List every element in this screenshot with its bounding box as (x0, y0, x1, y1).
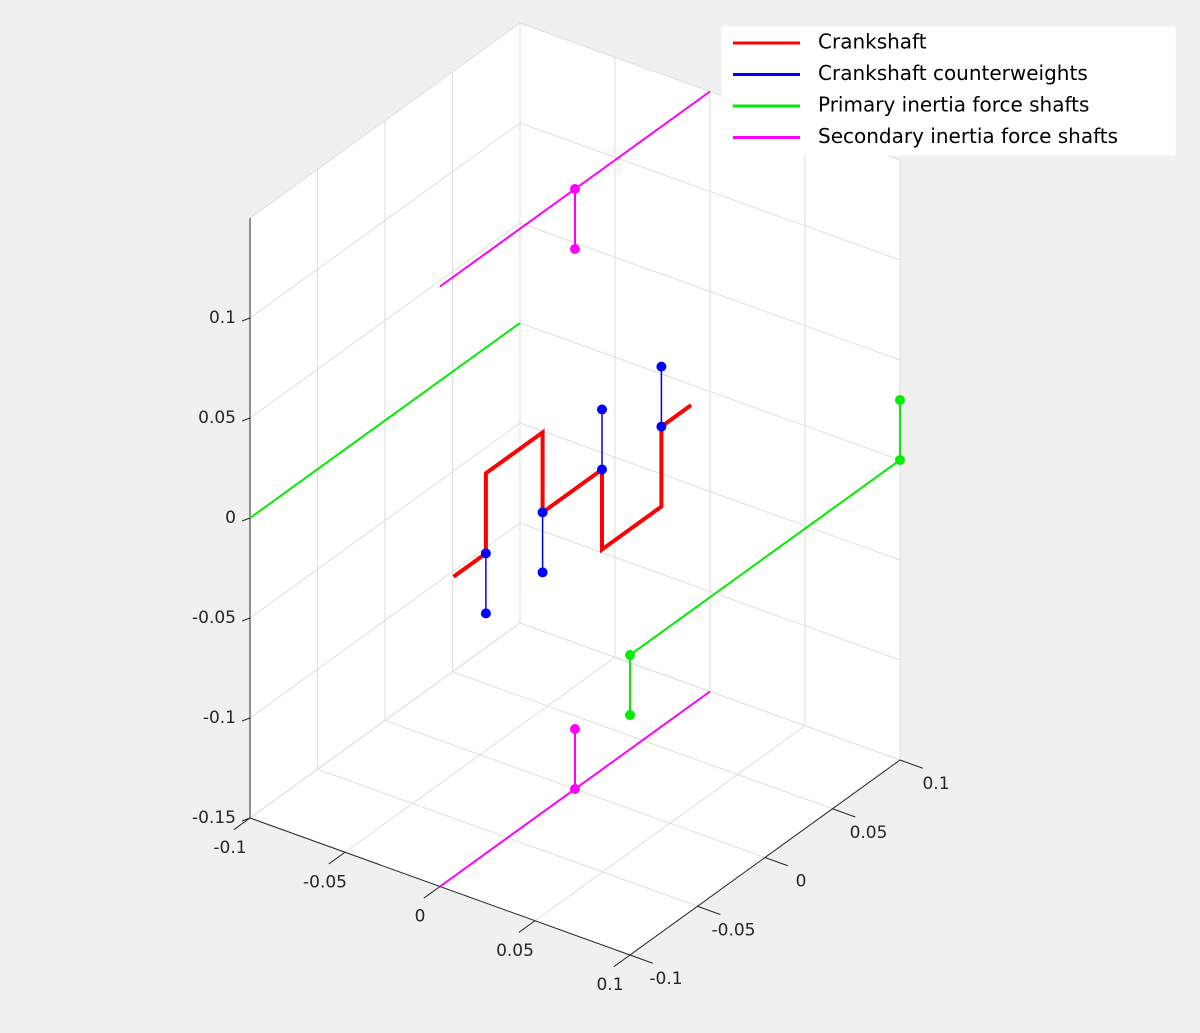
z-tick (241, 817, 251, 822)
legend-label: Secondary inertia force shafts (818, 124, 1118, 148)
legend-label: Crankshaft counterweights (818, 61, 1088, 85)
stem-marker (656, 361, 667, 372)
stem-marker (597, 464, 607, 475)
x-tick-label: 0.1 (596, 975, 623, 995)
x-tick (518, 920, 536, 933)
legend-box (721, 26, 1176, 156)
z-tick-label: -0.15 (192, 808, 236, 828)
x-tick-label: -0.05 (303, 872, 347, 892)
stem-marker (570, 184, 580, 194)
stem-marker (480, 548, 491, 559)
x-tick-label: 0.05 (496, 941, 534, 961)
y-tick (832, 808, 856, 818)
stem-marker (625, 650, 635, 660)
stem-marker (597, 404, 607, 415)
x-tick (423, 886, 441, 899)
stem-marker (570, 724, 580, 734)
z-tick-label: -0.05 (192, 608, 236, 628)
y-tick-label: -0.1 (649, 969, 682, 989)
stem-marker (537, 567, 548, 578)
series-line (452, 403, 693, 579)
z-tick-label: 0 (225, 508, 236, 528)
grid-line (519, 222, 901, 361)
grid-line (249, 422, 521, 619)
y-tick-label: 0.05 (850, 823, 888, 843)
grid-line (519, 122, 901, 261)
stem-marker (537, 507, 548, 518)
stem-marker (895, 395, 905, 405)
y-tick (629, 954, 653, 964)
legend-label: Crankshaft (818, 30, 927, 54)
grid-line (249, 122, 521, 319)
grid-line (249, 222, 521, 419)
z-tick-label: -0.1 (203, 708, 236, 728)
grid-line (519, 422, 901, 561)
y-tick-label: 0 (796, 872, 807, 892)
x-tick (613, 954, 631, 968)
z-tick (241, 517, 251, 522)
wall-edge (249, 22, 521, 219)
grid-line (519, 322, 901, 461)
x-tick (233, 817, 251, 831)
x-tick-label: -0.1 (213, 838, 246, 858)
y-tick (899, 759, 923, 769)
x-tick-label: 0 (415, 907, 426, 927)
y-tick (697, 905, 721, 915)
grid-line (249, 522, 521, 719)
stem-marker (895, 455, 905, 465)
stem-marker (625, 710, 635, 720)
y-tick (764, 857, 788, 867)
legend-label: Primary inertia force shafts (818, 93, 1089, 117)
series-line (249, 322, 901, 656)
stem-line (485, 366, 663, 614)
stem-marker (480, 608, 491, 619)
y-tick-label: -0.05 (712, 920, 756, 940)
z-tick (241, 717, 251, 722)
y-tick-label: 0.1 (922, 774, 949, 794)
grid-line (519, 522, 901, 661)
z-tick-label: 0.1 (209, 308, 236, 328)
stem-marker (570, 244, 580, 254)
z-tick (241, 617, 251, 622)
stem-marker (656, 421, 667, 432)
stem-marker (570, 784, 580, 794)
z-tick (241, 317, 251, 322)
z-tick-label: 0.05 (198, 408, 236, 428)
stem-line (629, 400, 901, 715)
grid-line (249, 622, 521, 819)
z-tick (241, 417, 251, 422)
x-tick (328, 851, 346, 865)
